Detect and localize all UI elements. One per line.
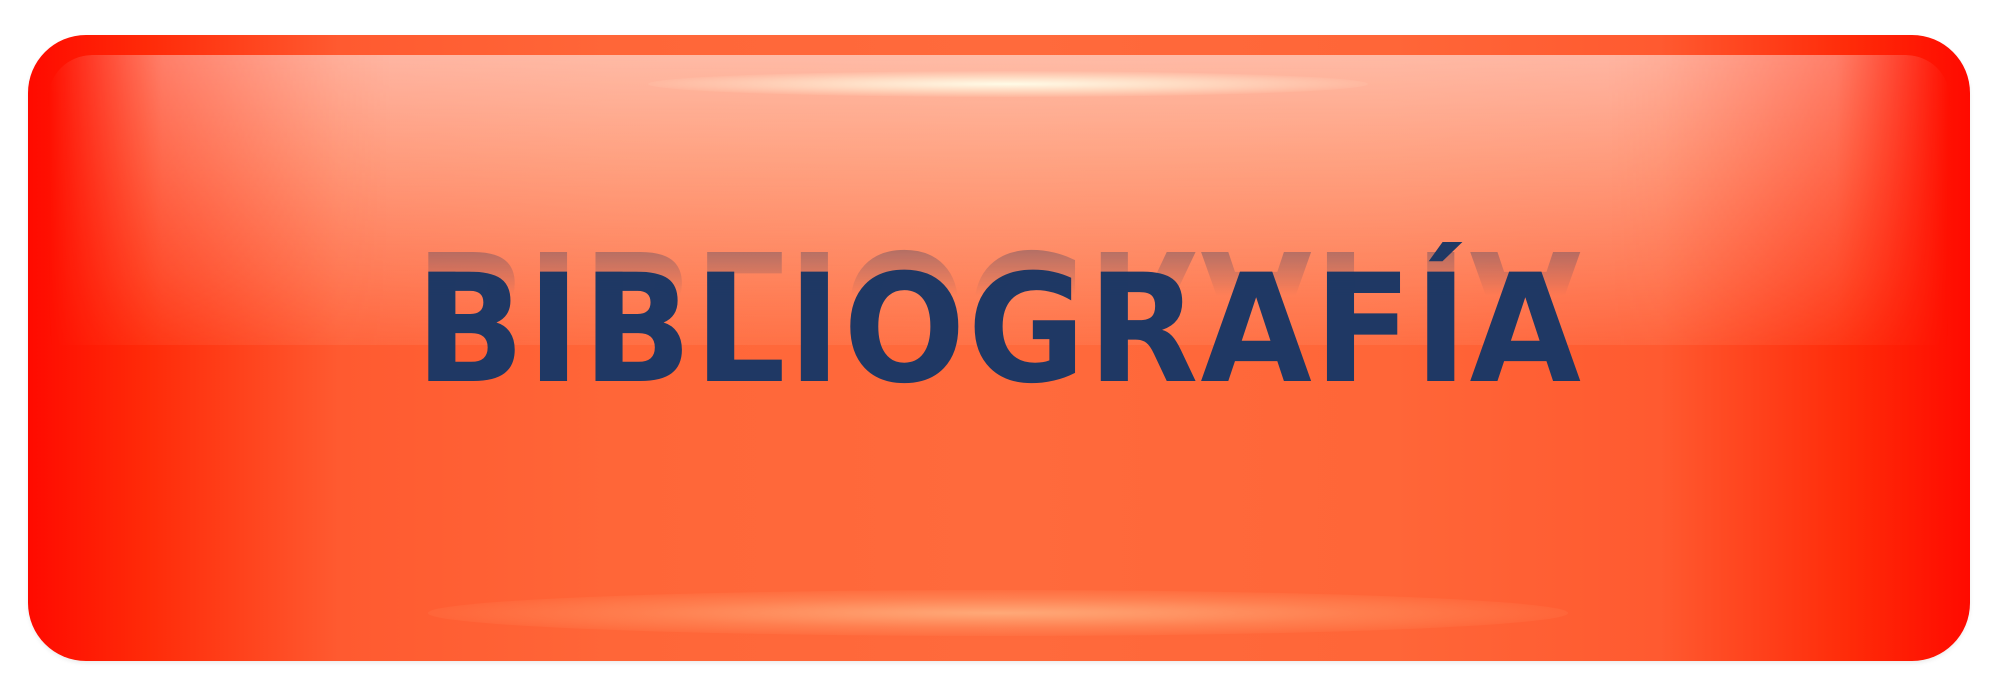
bibliografia-button[interactable]: BIBLIOGRAFÍA BIBLIOGRAFÍA <box>28 35 1970 661</box>
button-label-area: BIBLIOGRAFÍA BIBLIOGRAFÍA <box>28 35 1970 661</box>
button-label: BIBLIOGRAFÍA <box>415 243 1583 417</box>
top-glint <box>648 71 1368 97</box>
top-gloss-highlight <box>48 55 1950 345</box>
bottom-glow <box>428 590 1568 636</box>
